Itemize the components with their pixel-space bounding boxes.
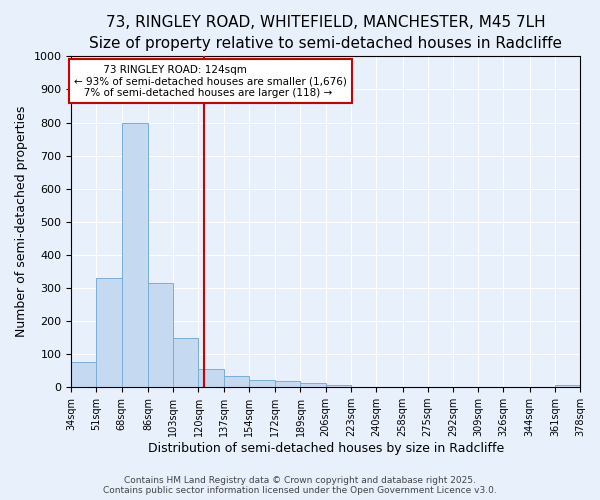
Title: 73, RINGLEY ROAD, WHITEFIELD, MANCHESTER, M45 7LH
Size of property relative to s: 73, RINGLEY ROAD, WHITEFIELD, MANCHESTER… — [89, 15, 562, 51]
Bar — [173, 338, 199, 387]
Bar — [249, 380, 275, 387]
Y-axis label: Number of semi-detached properties: Number of semi-detached properties — [15, 106, 28, 338]
Text: Contains HM Land Registry data © Crown copyright and database right 2025.
Contai: Contains HM Land Registry data © Crown c… — [103, 476, 497, 495]
Bar — [97, 278, 122, 387]
Bar — [555, 384, 580, 387]
Text: 73 RINGLEY ROAD: 124sqm
← 93% of semi-detached houses are smaller (1,676)
   7% : 73 RINGLEY ROAD: 124sqm ← 93% of semi-de… — [74, 64, 347, 98]
X-axis label: Distribution of semi-detached houses by size in Radcliffe: Distribution of semi-detached houses by … — [148, 442, 504, 455]
Bar — [122, 122, 148, 387]
Bar — [199, 369, 224, 387]
Bar — [326, 385, 351, 387]
Bar — [275, 382, 301, 387]
Bar — [301, 382, 326, 387]
Bar — [224, 376, 249, 387]
Bar — [71, 362, 97, 387]
Bar — [148, 283, 173, 387]
